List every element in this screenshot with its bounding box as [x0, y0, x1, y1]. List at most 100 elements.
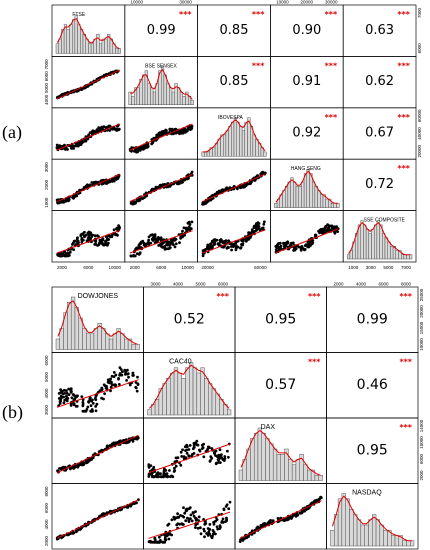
scatter-point — [230, 248, 234, 252]
variable-label-dax: DAX — [261, 424, 276, 431]
scatter-point — [172, 470, 176, 473]
hist-bar-ftse-23 — [117, 48, 121, 54]
scatter-point — [80, 237, 84, 240]
tick-left-a-1-2: 6000 — [44, 71, 49, 82]
tick-bottom-a-1-0: 2000 — [130, 265, 141, 270]
scatter-point — [126, 506, 130, 509]
tick-right-a-0-1: 7000 — [417, 7, 422, 18]
hist-bar-dowjones-3 — [67, 302, 72, 350]
scatter-point — [165, 129, 168, 132]
sig-ftse-sse-composite: *** — [397, 10, 410, 19]
hist-bar-sse-composite-9 — [371, 228, 375, 260]
scatter-point — [250, 228, 254, 232]
variable-label-hang-seng: HANG SENG — [291, 166, 321, 172]
scatter-point — [166, 475, 169, 479]
corr-ftse-ibovespa: 0.85 — [220, 23, 249, 38]
scatter-point — [153, 538, 157, 541]
hist-bar-ibovespa-1 — [204, 151, 208, 157]
scatter-point — [134, 501, 138, 505]
scatter-point — [191, 447, 195, 451]
scatter-point — [196, 443, 200, 447]
scatter-point — [72, 196, 75, 200]
hist-bar-dowjones-12 — [101, 328, 106, 350]
hist-bar-cac40-11 — [189, 362, 194, 416]
scatter-point — [58, 467, 61, 470]
hist-bar-hang-seng-12 — [306, 168, 310, 208]
scatter-point — [106, 378, 110, 382]
scatter-point — [106, 125, 110, 129]
tick-left-a-1-1: 5000 — [44, 82, 49, 93]
scatter-point — [214, 532, 217, 536]
scatter-point — [101, 237, 105, 241]
scatter-point — [246, 182, 250, 186]
scatter-point — [302, 509, 306, 512]
hist-bar-nasdaq-19 — [402, 540, 407, 547]
scatter-point — [234, 244, 238, 248]
tick-left-b-3-3: 8000 — [44, 486, 49, 497]
scatter-point — [65, 397, 68, 401]
scatter-point — [88, 397, 92, 401]
scatter-point — [181, 229, 184, 233]
corr-bse-sensex-hang-seng: 0.91 — [292, 74, 321, 89]
density-curve-dax — [240, 429, 321, 476]
scatter-point — [128, 383, 132, 387]
scatter-point — [319, 496, 323, 500]
scatter-point — [181, 448, 185, 452]
scatter-point — [101, 512, 105, 516]
scatter-point — [168, 247, 171, 250]
scatter-point — [179, 463, 183, 467]
hist-bar-nasdaq-0 — [330, 530, 335, 547]
scatter-point — [220, 456, 224, 460]
scatter-point — [173, 517, 177, 521]
scatter-point — [115, 442, 118, 445]
hist-bar-cac40-2 — [154, 399, 160, 416]
scatter-point — [142, 243, 146, 247]
scatter-point — [155, 237, 159, 241]
hist-bar-sse-composite-23 — [409, 254, 413, 260]
variable-label-dowjones: DOWJONES — [78, 293, 119, 300]
hist-bar-ibovespa-13 — [236, 121, 240, 157]
scatter-point — [165, 243, 169, 247]
scatter-point — [213, 451, 216, 455]
fit-line-bse-sensex-vs-ftse — [56, 69, 121, 100]
hist-bar-dax-4 — [253, 433, 259, 481]
scatter-point — [245, 238, 249, 242]
scatter-point — [77, 141, 81, 145]
scatter-point — [187, 519, 191, 522]
hist-bar-dax-5 — [257, 427, 262, 481]
scatter-point — [102, 73, 106, 77]
scatter-point — [184, 226, 188, 230]
scatter-point — [203, 535, 206, 539]
scatter-point — [203, 248, 207, 252]
tick-right-a-2-1: 40000 — [417, 127, 422, 140]
scatter-point — [207, 247, 210, 251]
hist-bar-dowjones-20 — [131, 344, 136, 350]
scatter-point — [333, 225, 337, 229]
tick-right-b-2-2: 10000 — [419, 436, 424, 449]
scatter-point — [333, 231, 337, 235]
tick-top-b-1-1: 4000 — [173, 282, 184, 287]
scatter-point — [193, 441, 197, 445]
variable-label-ibovespa: IBOVESPA — [218, 115, 244, 121]
scatter-point — [262, 220, 266, 224]
scatter-point — [79, 233, 83, 237]
scatter-point — [154, 540, 158, 544]
hist-bar-dowjones-9 — [89, 333, 95, 350]
scatter-point — [201, 446, 205, 450]
hist-bar-sse-composite-18 — [395, 250, 399, 260]
hist-bar-hang-seng-11 — [303, 173, 308, 208]
scatter-point — [118, 366, 122, 369]
tick-left-a-3-0: 1000 — [44, 197, 49, 208]
scatter-point — [137, 246, 141, 250]
scatter-point — [191, 511, 195, 514]
scatter-point — [182, 515, 186, 519]
scatter-point — [182, 455, 186, 459]
scatter-point — [61, 392, 65, 396]
hist-bar-ftse-12 — [88, 43, 92, 54]
fit-line-sse-composite-vs-ibovespa — [202, 229, 266, 254]
scatter-point — [196, 526, 200, 530]
hist-bar-hang-seng-14 — [312, 181, 316, 208]
scatter-point — [209, 243, 212, 246]
scatter-point — [186, 221, 190, 225]
tick-left-b-1-2: 5000 — [44, 371, 49, 382]
